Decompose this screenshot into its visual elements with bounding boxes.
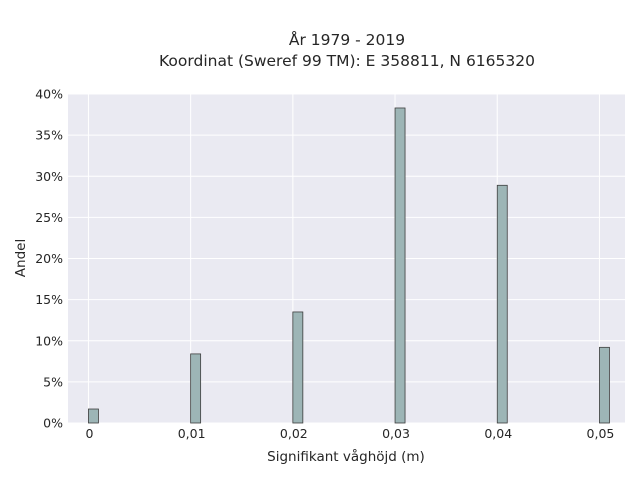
x-tick-label-2: 0,02 xyxy=(280,426,308,441)
bar-5 xyxy=(599,346,610,424)
bar-0 xyxy=(88,408,99,424)
x-tick-label-3: 0,03 xyxy=(382,426,410,441)
y-tick-label-4: 20% xyxy=(35,251,63,266)
x-tick-label-5: 0,05 xyxy=(587,426,615,441)
y-tick-label-0: 0% xyxy=(43,416,63,431)
bar-4 xyxy=(496,184,508,424)
y-tick-label-3: 15% xyxy=(35,292,63,307)
chart-subtitle: Koordinat (Sweref 99 TM): E 358811, N 61… xyxy=(159,52,535,70)
x-axis-label: Signifikant våghöjd (m) xyxy=(267,448,425,465)
bar-3 xyxy=(394,107,406,424)
bar-1 xyxy=(190,353,202,424)
chart-title: År 1979 - 2019 xyxy=(289,30,405,49)
y-tick-label-1: 5% xyxy=(43,374,63,389)
y-axis-ticks: 0% 5% 10% 15% 20% 25% 30% 35% 40% xyxy=(35,87,63,431)
y-tick-label-5: 25% xyxy=(35,210,63,225)
x-axis-ticks: 0 0,01 0,02 0,03 0,04 0,05 xyxy=(85,426,614,441)
y-axis-label: Andel xyxy=(13,239,29,277)
y-tick-label-8: 40% xyxy=(35,87,63,102)
y-tick-label-2: 10% xyxy=(35,333,63,348)
x-tick-label-4: 0,04 xyxy=(484,426,512,441)
y-tick-label-7: 35% xyxy=(35,128,63,143)
x-tick-label-0: 0 xyxy=(85,426,93,441)
y-tick-label-6: 30% xyxy=(35,169,63,184)
bar-2 xyxy=(292,311,304,424)
bars xyxy=(88,107,610,424)
x-tick-label-1: 0,01 xyxy=(178,426,206,441)
